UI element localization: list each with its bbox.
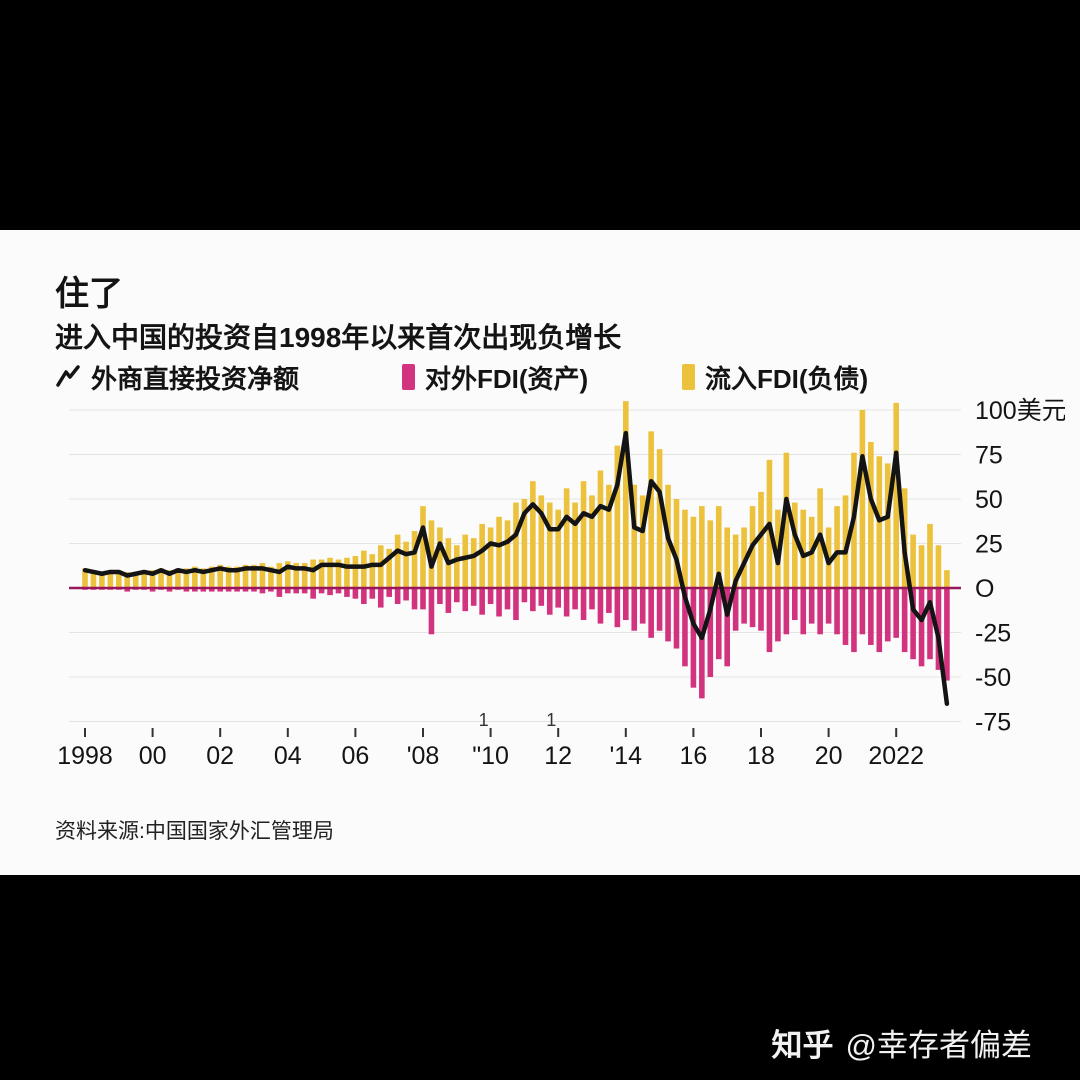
- chart-subtitle: 进入中国的投资自1998年以来首次出现负增长: [55, 322, 622, 353]
- svg-text:'08: '08: [407, 742, 440, 770]
- svg-text:20: 20: [815, 742, 843, 770]
- svg-text:'14: '14: [610, 742, 643, 770]
- legend-item-inflow-fdi: 流入FDI(负债): [682, 360, 868, 394]
- source-note: 资料来源:中国国家外汇管理局: [55, 820, 334, 843]
- legend-item-net-fdi: 外商直接投资净额: [55, 360, 299, 394]
- legend-item-outward-fdi: 对外FDI(资产): [402, 360, 588, 394]
- legend-label-inflow-fdi: 流入FDI(负债): [705, 363, 869, 394]
- yellow-bar-swatch-icon: [682, 364, 695, 390]
- svg-text:16: 16: [679, 742, 707, 770]
- watermark: 知乎 @幸存者偏差: [772, 1020, 1032, 1065]
- svg-text:1998: 1998: [57, 742, 113, 770]
- svg-text:-75: -75: [975, 709, 1011, 737]
- svg-text:02: 02: [206, 742, 234, 770]
- watermark-handle: @幸存者偏差: [845, 1028, 1032, 1063]
- svg-text:18: 18: [747, 742, 775, 770]
- svg-text:1: 1: [479, 710, 489, 730]
- svg-text:12: 12: [544, 742, 572, 770]
- svg-text:06: 06: [341, 742, 369, 770]
- magenta-bar-swatch-icon: [402, 364, 415, 390]
- svg-text:-50: -50: [975, 664, 1011, 692]
- fdi-chart: 100美元 75 50 25 O -25 -50 -75 1998 00 02 04 06 '08 "10 1…: [57, 397, 1065, 770]
- svg-text:100美元: 100美元: [975, 397, 1065, 425]
- chart-panel: 住了 进入中国的投资自1998年以来首次出现负增长 外商直接投资净额 对外FDI…: [0, 230, 1080, 875]
- svg-text:2022: 2022: [868, 742, 924, 770]
- svg-text:75: 75: [975, 442, 1003, 470]
- svg-text:"10: "10: [472, 742, 509, 770]
- svg-text:00: 00: [139, 742, 167, 770]
- line-swatch-icon: [56, 365, 80, 387]
- watermark-brand: 知乎: [771, 1028, 834, 1063]
- svg-text:25: 25: [975, 531, 1003, 559]
- svg-text:-25: -25: [975, 620, 1011, 648]
- svg-text:1: 1: [546, 710, 556, 730]
- legend-label-net-fdi: 外商直接投资净额: [91, 363, 300, 394]
- chart-title: 住了: [55, 275, 123, 313]
- svg-text:50: 50: [975, 486, 1003, 514]
- svg-text:04: 04: [274, 742, 302, 770]
- svg-text:O: O: [975, 575, 994, 603]
- legend-label-outward-fdi: 对外FDI(资产): [425, 363, 589, 394]
